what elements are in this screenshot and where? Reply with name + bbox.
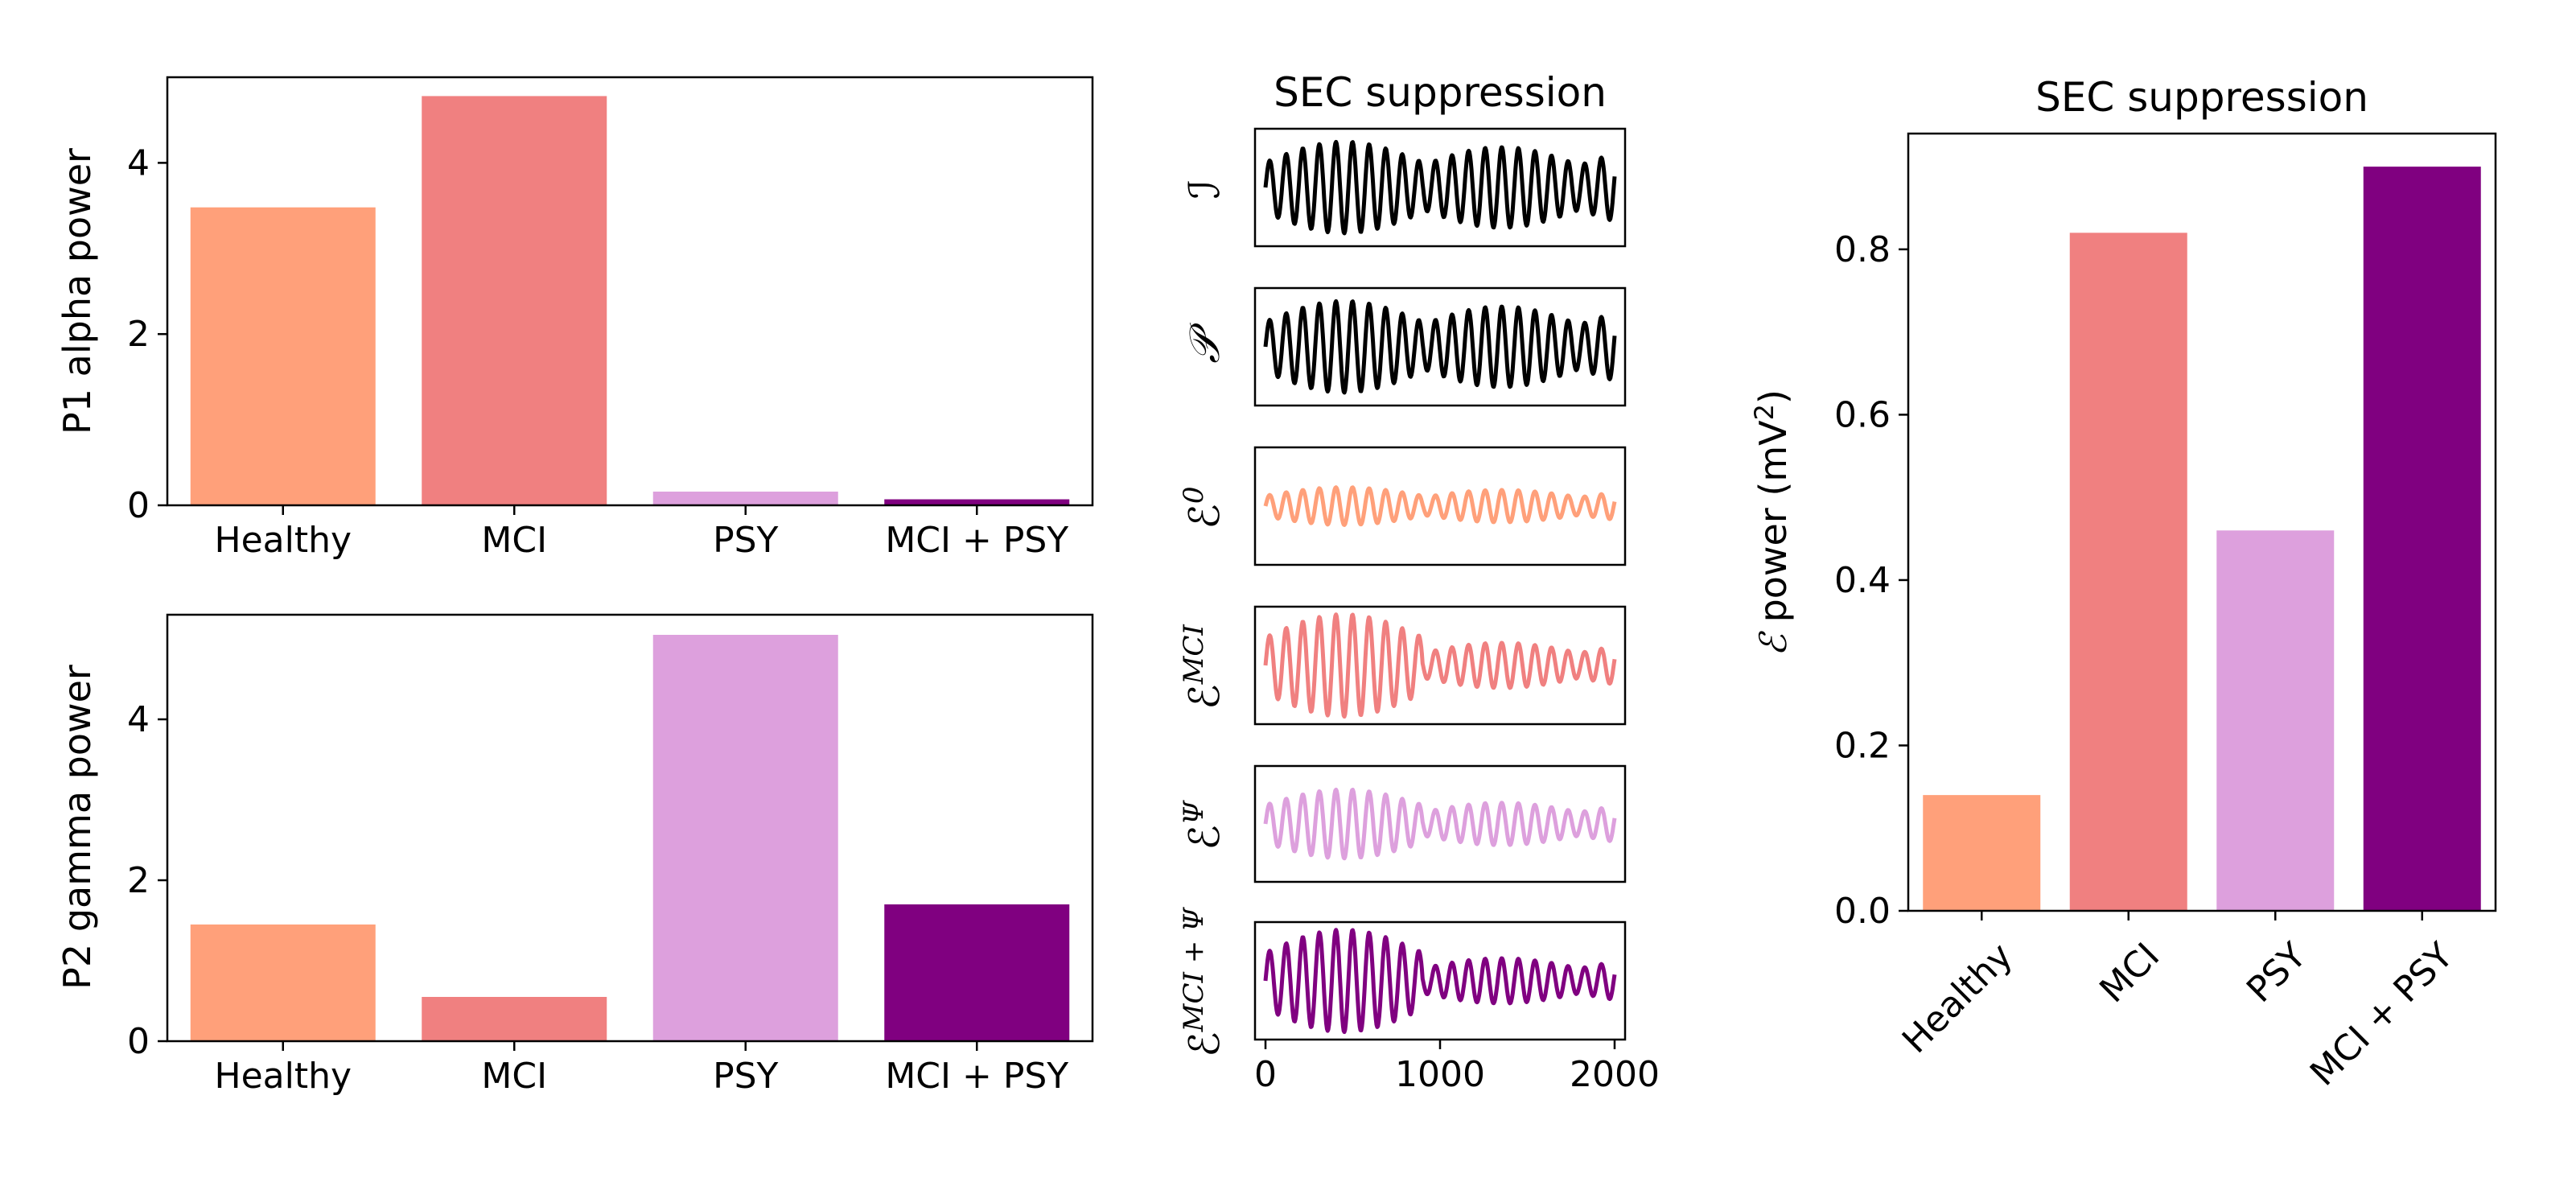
trace-frame-1 <box>1253 286 1627 407</box>
chart-p2: Healthy MCI PSY MCI + PSY 0 2 4 <box>127 613 1094 1097</box>
chart-p1: Healthy MCI PSY MCI + PSY 0 2 4 <box>127 76 1094 561</box>
x-tick-label-p1-1: MCI <box>481 520 547 561</box>
x-tick-label-p2-1: MCI <box>481 1056 547 1097</box>
y-tick-label-epower-2: 0.4 <box>1834 560 1891 601</box>
trace-label-5: ℰMCI + Ψ <box>1178 907 1229 1057</box>
trace-frame-2 <box>1253 446 1627 566</box>
x-tick-label-p1-0: Healthy <box>214 520 352 561</box>
y-tick-label-p1-2: 4 <box>127 142 150 183</box>
y-axis-label-close: ) <box>1751 389 1795 404</box>
y-tick-label-p2-1: 2 <box>127 860 150 901</box>
y-axis-label-epower: ℰ power (mV2) <box>1749 389 1795 657</box>
trace-label-1: 𝒫 <box>1181 323 1229 364</box>
axes-frame-epower <box>1907 132 2497 912</box>
x-tick-label-traces-0: 0 <box>1254 1054 1277 1095</box>
axes-frame-p2 <box>166 613 1094 1043</box>
trace-label-base-3: ℰ <box>1181 684 1229 709</box>
bar-p2-3 <box>884 904 1070 1041</box>
y-axis-label-p1: P1 alpha power <box>56 148 99 434</box>
trace-line-0 <box>1263 139 1617 236</box>
y-tick-label-epower-1: 0.2 <box>1834 725 1891 766</box>
bar-p2-0 <box>190 925 376 1041</box>
y-axis-label-text: power (mV <box>1751 420 1795 634</box>
trace-line-2 <box>1263 485 1617 527</box>
axes-frame-p1 <box>166 76 1094 507</box>
x-tick-label-p2-3: MCI + PSY <box>885 1056 1068 1097</box>
y-axis-label-p2: P2 gamma power <box>56 665 99 990</box>
bar-epower-1 <box>2069 233 2187 911</box>
y-tick-label-p2-2: 4 <box>127 699 150 740</box>
bar-epower-2 <box>2216 530 2335 911</box>
y-tick-label-epower-4: 0.8 <box>1834 229 1891 270</box>
y-axis-label-sup: 2 <box>1749 404 1780 420</box>
trace-label-sup-5: MCI + Ψ <box>1178 907 1210 1032</box>
bar-p1-1 <box>422 96 607 506</box>
trace-label-sup-3: MCI <box>1178 624 1210 686</box>
trace-label-base-5: ℰ <box>1181 1032 1229 1056</box>
trace-label-2: ℰ0 <box>1178 486 1229 529</box>
x-tick-label-p1-3: MCI + PSY <box>885 520 1068 561</box>
y-tick-label-p1-0: 0 <box>127 485 150 526</box>
trace-line-1 <box>1263 299 1617 395</box>
bar-p1-2 <box>652 491 838 505</box>
bar-p1-0 <box>190 207 376 505</box>
bar-p2-1 <box>422 997 607 1041</box>
bar-epower-3 <box>2363 167 2481 911</box>
trace-label-base-2: ℰ <box>1181 504 1229 529</box>
trace-label-base-4: ℰ <box>1181 825 1229 850</box>
trace-label-0: ℐ <box>1181 179 1229 199</box>
y-tick-label-epower-0: 0.0 <box>1834 891 1891 932</box>
x-tick-label-traces-2: 2000 <box>1570 1054 1660 1095</box>
y-axis-label-symbol: ℰ <box>1751 631 1795 657</box>
trace-label-4: ℰΨ <box>1178 800 1229 850</box>
x-tick-label-epower-0: Healthy <box>1895 935 2021 1061</box>
trace-label-sup-2: 0 <box>1178 486 1210 504</box>
x-tick-label-epower-1: MCI <box>2092 935 2167 1011</box>
x-tick-label-traces-1: 1000 <box>1395 1054 1485 1095</box>
y-tick-label-p2-0: 0 <box>127 1021 150 1062</box>
y-tick-label-p1-1: 2 <box>127 314 150 355</box>
trace-label-base-0: ℐ <box>1181 179 1229 199</box>
trace-frame-3 <box>1253 605 1627 726</box>
trace-label-sup-4: Ψ <box>1178 800 1210 825</box>
x-tick-label-epower-3: MCI + PSY <box>2302 935 2461 1093</box>
trace-line-5 <box>1263 928 1617 1035</box>
bar-p1-3 <box>884 499 1070 505</box>
trace-label-base-1: 𝒫 <box>1181 323 1229 364</box>
x-tick-label-p2-2: PSY <box>713 1056 778 1097</box>
title-epower: SEC suppression <box>2035 74 2368 121</box>
bar-p2-2 <box>652 635 838 1041</box>
bar-epower-0 <box>1923 795 2041 911</box>
trace-label-3: ℰMCI <box>1178 624 1229 710</box>
title-traces: SEC suppression <box>1274 69 1607 116</box>
trace-frame-0 <box>1253 127 1627 248</box>
x-tick-label-epower-2: PSY <box>2239 935 2315 1011</box>
trace-frame-4 <box>1253 764 1627 883</box>
trace-line-3 <box>1263 612 1617 719</box>
x-tick-label-p2-0: Healthy <box>214 1056 352 1097</box>
x-tick-label-p1-2: PSY <box>713 520 778 561</box>
y-tick-label-epower-3: 0.6 <box>1834 394 1891 435</box>
trace-line-4 <box>1263 787 1617 861</box>
